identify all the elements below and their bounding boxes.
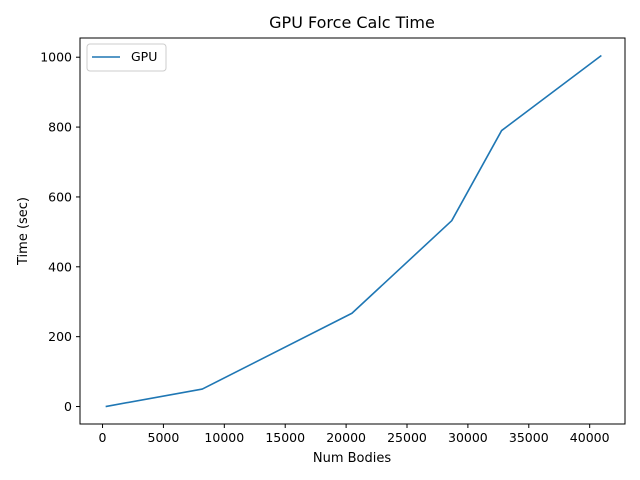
axes-frame [79,37,626,425]
legend-box [86,43,167,72]
y-axis-ticks: 0 200 400 600 800 1000 [40,50,80,414]
series-group [105,54,602,408]
y-tick-label: 200 [48,329,72,344]
x-tick-label: 20000 [326,430,366,445]
y-axis-label: Time (sec) [16,197,31,266]
y-tick-label: 0 [64,399,72,414]
x-tick-label: 35000 [509,430,549,445]
x-axis-ticks: 0 5000 10000 15000 20000 25000 30000 35000 40000 [99,424,610,445]
x-tick-label: 40000 [570,430,610,445]
y-tick-label: 1000 [40,50,72,65]
x-tick-label: 5000 [148,430,180,445]
x-tick-label: 30000 [448,430,488,445]
x-tick-label: 15000 [265,430,305,445]
y-tick-label: 400 [48,259,72,274]
y-tick-label: 800 [48,120,72,135]
chart-title: GPU Force Calc Time [269,13,435,32]
legend: GPU [86,43,167,72]
x-axis-label: Num Bodies [313,451,391,466]
x-tick-label: 10000 [204,430,244,445]
x-tick-label: 25000 [387,430,427,445]
x-tick-label: 0 [99,430,107,445]
plot-area [79,37,626,425]
series-line-gpu [105,54,602,408]
legend-label-gpu: GPU [131,49,157,64]
y-tick-label: 600 [48,189,72,204]
